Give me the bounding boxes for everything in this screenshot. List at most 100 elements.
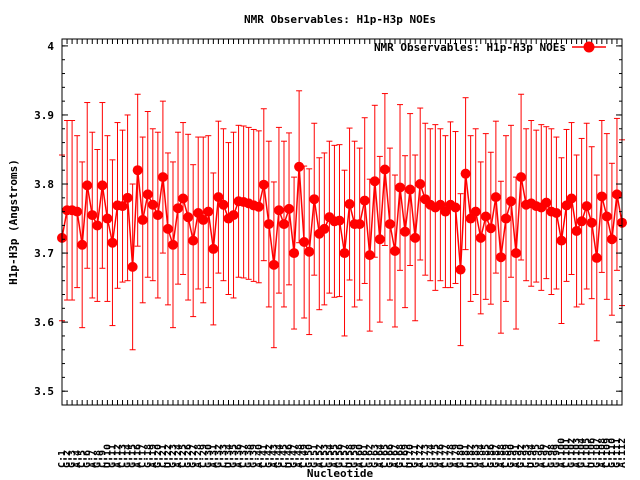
x-tick-label: A:40: [254, 444, 265, 468]
x-tick-label: C:37: [239, 444, 250, 468]
data-point: [188, 235, 199, 246]
x-tick-label: G:62: [365, 444, 376, 468]
x-tick-label: G:107: [592, 438, 603, 468]
data-point: [500, 213, 511, 224]
data-point: [395, 182, 406, 193]
x-tick-label: G:32: [213, 444, 224, 468]
x-tick-label: C:41: [259, 444, 270, 468]
data-point: [405, 184, 416, 195]
data-point: [263, 219, 274, 230]
data-point: [167, 239, 178, 250]
data-point: [586, 217, 597, 228]
x-tick-label: U:10: [102, 444, 113, 468]
x-tick-label: G:18: [143, 444, 154, 468]
x-tick-label: C:5: [77, 450, 88, 468]
data-point: [309, 194, 320, 205]
x-tick-label: G:11: [107, 444, 118, 468]
y-axis-label: H1p-H3p (Angstroms): [7, 159, 20, 285]
x-tick-label: G:78: [445, 444, 456, 468]
x-tick-label: G:2: [62, 450, 73, 468]
x-tick-label: G:14: [123, 444, 134, 468]
data-point: [92, 220, 103, 231]
x-tick-label: A:100: [556, 438, 567, 468]
x-tick-label: G:99: [551, 444, 562, 468]
data-point: [516, 172, 527, 183]
x-tick-label: A:24: [173, 444, 184, 468]
data-point: [117, 201, 128, 212]
data-point: [541, 197, 552, 208]
x-tick-label: G:71: [410, 444, 421, 468]
y-tick-label: 3.5: [34, 385, 54, 398]
x-tick-label: C:89: [501, 444, 512, 468]
x-tick-label: C:25: [178, 444, 189, 468]
data-point: [556, 235, 567, 246]
x-tick-label: G:51: [309, 444, 320, 468]
x-tick-label: U:82: [466, 444, 477, 468]
plot-frame: [61, 38, 623, 406]
x-tick-label: A:48: [294, 444, 305, 468]
data-point: [132, 165, 143, 176]
x-tick-label: C:9: [97, 450, 108, 468]
x-tick-label: A:88: [496, 444, 507, 468]
data-point: [576, 216, 587, 227]
data-point: [339, 248, 350, 259]
x-tick-label: G:50: [304, 444, 315, 468]
data-point: [299, 237, 310, 248]
x-tick-label: G:39: [249, 444, 260, 468]
x-tick-label: C:77: [440, 444, 451, 468]
data-point: [122, 192, 133, 203]
x-tick-label: A:96: [536, 444, 547, 468]
x-tick-label: C:33: [218, 444, 229, 468]
x-tick-label: G:56: [334, 444, 345, 468]
data-point: [490, 192, 501, 203]
chart-title: NMR Observables: H1p-H3p NOEs: [244, 13, 436, 26]
x-axis-label: Nucleotide: [307, 467, 374, 480]
x-tick-label: C:109: [602, 438, 613, 468]
legend: NMR Observables: H1p-H3p NOEs: [374, 41, 606, 54]
x-tick-label: G:59: [350, 444, 361, 468]
x-tick-label: A:19: [148, 444, 159, 468]
legend-label: NMR Observables: H1p-H3p NOEs: [374, 41, 566, 54]
x-tick-label: A:55: [329, 444, 340, 468]
data-point: [561, 200, 572, 211]
x-tick-label: G:38: [244, 444, 255, 468]
data-point: [218, 199, 229, 210]
data-point: [601, 211, 612, 222]
x-tick-label: G:111: [612, 438, 623, 468]
x-tick-label: G:44: [274, 444, 285, 468]
data-point: [107, 237, 118, 248]
data-point: [511, 248, 522, 259]
data-point: [460, 168, 471, 179]
x-tick-label: A:72: [415, 444, 426, 468]
x-tick-label: C:49: [299, 444, 310, 468]
data-point: [208, 243, 219, 254]
data-point: [87, 210, 98, 221]
x-tick-label: C:73: [420, 444, 431, 468]
x-tick-label: G:30: [203, 444, 214, 468]
x-tick-label: G:3: [67, 450, 78, 468]
data-point: [591, 252, 602, 263]
data-point: [364, 250, 375, 261]
data-point: [571, 225, 582, 236]
data-point: [97, 180, 108, 191]
x-tick-label: G:80: [456, 444, 467, 468]
x-tick-label: A:103: [572, 438, 583, 468]
data-point: [475, 232, 486, 243]
x-tick-label: C:57: [340, 444, 351, 468]
data-point: [435, 199, 446, 210]
x-tick-label: C:65: [380, 444, 391, 468]
data-point: [77, 239, 88, 250]
data-point: [455, 264, 466, 275]
x-tick-label: G:54: [324, 444, 335, 468]
data-point: [127, 261, 138, 272]
data-point: [213, 192, 224, 203]
x-tick-label: U:106: [587, 438, 598, 468]
data-point: [173, 203, 184, 214]
x-tick-label: A:7: [87, 450, 98, 468]
x-tick-label: A:64: [375, 444, 386, 468]
x-tick-label: C:61: [360, 444, 371, 468]
data-point: [289, 248, 300, 259]
x-tick-label: A:67: [390, 444, 401, 468]
x-tick-label: G:8: [92, 450, 103, 468]
